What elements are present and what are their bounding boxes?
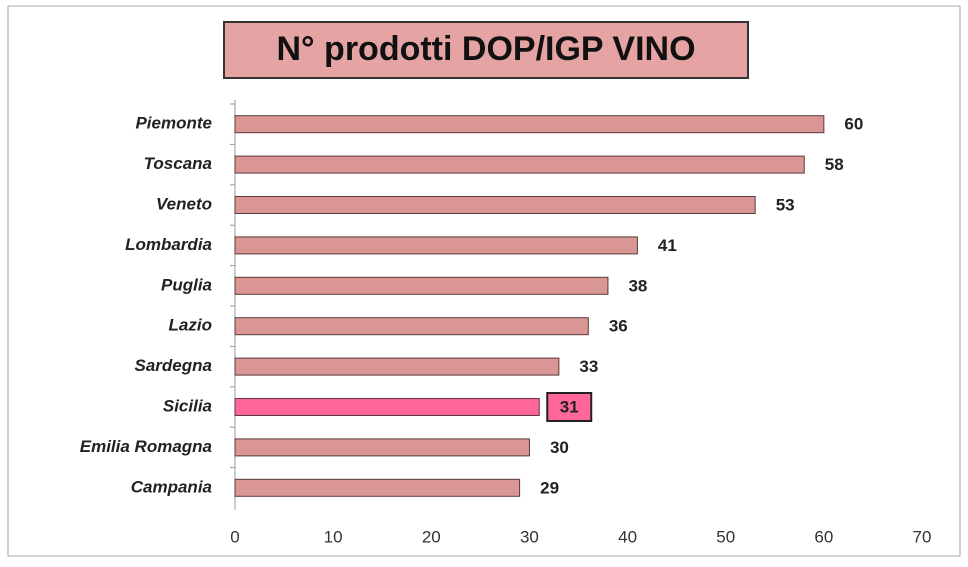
value-label: 33: [579, 357, 598, 376]
value-label: 31: [560, 397, 579, 416]
y-tick-label: Lombardia: [125, 235, 212, 254]
y-tick-label: Sicilia: [163, 396, 212, 415]
value-label: 36: [609, 317, 628, 336]
x-tick-label: 60: [814, 527, 833, 546]
bar: [234, 357, 560, 376]
y-tick-label: Toscana: [144, 154, 212, 173]
x-tick-label: 0: [230, 527, 239, 546]
value-label: 60: [844, 115, 863, 134]
x-tick-label: 50: [716, 527, 735, 546]
x-tick-label: 20: [422, 527, 441, 546]
title-box: [223, 21, 749, 79]
value-label: 30: [550, 438, 569, 457]
y-tick-label: Puglia: [161, 275, 212, 294]
chart-title: N° prodotti DOP/IGP VINO: [276, 30, 695, 68]
value-label: 29: [540, 478, 559, 497]
y-tick-label: Veneto: [156, 194, 212, 213]
bar: [234, 155, 805, 174]
x-tick-label: 10: [324, 527, 343, 546]
y-tick-label: Lazio: [169, 316, 212, 335]
bar: [234, 276, 609, 295]
value-label: 41: [658, 236, 677, 255]
bar: [234, 438, 530, 457]
bar: [234, 317, 589, 336]
bar: [234, 478, 521, 497]
y-tick-label: Emilia Romagna: [80, 437, 212, 456]
bar: [234, 196, 756, 214]
value-label: 53: [776, 195, 795, 214]
x-tick-label: 40: [618, 527, 637, 546]
bar: [234, 398, 540, 416]
value-label: 58: [825, 155, 844, 174]
x-tick-label: 70: [913, 527, 932, 546]
value-label: 38: [628, 276, 647, 295]
y-tick-label: Piemonte: [135, 114, 212, 133]
value-label-box: [546, 392, 593, 422]
y-tick-label: Sardegna: [135, 356, 212, 375]
bar: [234, 236, 638, 255]
y-tick-label: Campania: [131, 477, 212, 496]
x-tick-label: 30: [520, 527, 539, 546]
bar: [234, 115, 825, 134]
